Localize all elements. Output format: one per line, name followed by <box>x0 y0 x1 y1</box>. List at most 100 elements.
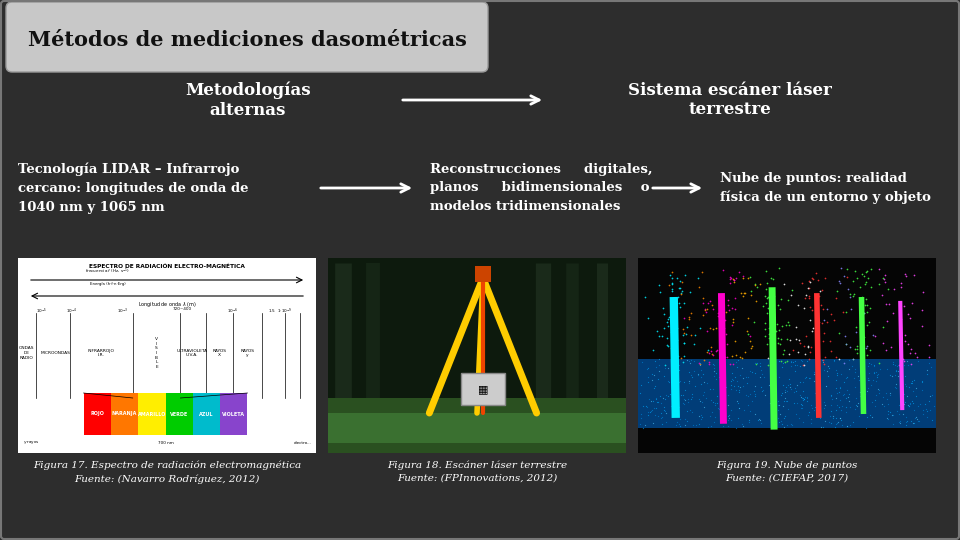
Point <box>833 264 849 273</box>
Point <box>902 400 918 408</box>
Point <box>812 383 828 392</box>
Point <box>878 346 894 355</box>
Point <box>675 357 690 366</box>
Point <box>922 353 937 362</box>
Point <box>803 401 818 410</box>
Point <box>675 391 690 400</box>
Point <box>767 321 782 330</box>
Point <box>854 332 870 340</box>
Point <box>790 348 805 356</box>
Point <box>765 290 780 299</box>
Point <box>644 376 660 384</box>
Point <box>838 394 853 403</box>
Point <box>865 375 880 384</box>
Point <box>783 291 799 299</box>
Point <box>864 413 879 421</box>
Point <box>791 336 806 345</box>
Bar <box>475 266 491 282</box>
Point <box>717 402 732 411</box>
Point <box>780 387 795 395</box>
Bar <box>328 413 626 443</box>
Point <box>795 394 810 402</box>
Point <box>761 329 777 338</box>
Point <box>747 392 762 400</box>
Point <box>849 401 864 409</box>
Point <box>663 279 679 287</box>
Point <box>651 361 666 369</box>
Bar <box>461 373 505 405</box>
Point <box>726 275 741 284</box>
Point <box>730 377 745 386</box>
Point <box>815 319 830 327</box>
Point <box>819 305 834 313</box>
Point <box>902 348 918 357</box>
Point <box>708 413 723 421</box>
Point <box>640 363 656 372</box>
Point <box>686 339 702 348</box>
Point <box>809 294 825 303</box>
Point <box>778 385 793 394</box>
Point <box>735 292 751 301</box>
Point <box>774 335 789 343</box>
Point <box>677 339 692 347</box>
Point <box>695 298 710 307</box>
Point <box>684 393 699 402</box>
Point <box>804 343 819 352</box>
Point <box>712 356 728 365</box>
Point <box>865 398 880 407</box>
Point <box>647 411 662 420</box>
Point <box>885 420 900 429</box>
Point <box>828 401 844 409</box>
Point <box>834 421 850 430</box>
Point <box>831 277 847 286</box>
Point <box>888 380 903 388</box>
Point <box>663 328 679 336</box>
Point <box>669 323 684 332</box>
Point <box>839 340 854 349</box>
Point <box>826 316 841 325</box>
Point <box>815 305 830 313</box>
Point <box>642 408 658 416</box>
Point <box>824 401 839 409</box>
Point <box>684 389 700 398</box>
Point <box>856 309 872 318</box>
Point <box>684 373 700 382</box>
Point <box>711 404 727 413</box>
Point <box>673 290 688 299</box>
Text: Reconstrucciones     digitales,
planos     bidimensionales    o
modelos tridimen: Reconstrucciones digitales, planos bidim… <box>430 163 653 213</box>
Point <box>919 407 934 416</box>
Point <box>812 287 828 295</box>
Point <box>776 414 791 422</box>
Point <box>769 327 784 336</box>
Point <box>796 378 811 387</box>
Point <box>708 323 723 332</box>
Point <box>867 361 882 370</box>
Point <box>838 403 853 411</box>
Text: NARANJA: NARANJA <box>112 411 137 416</box>
Point <box>894 315 909 323</box>
Point <box>659 391 674 400</box>
Point <box>771 264 786 273</box>
Point <box>890 372 905 380</box>
Point <box>813 301 828 309</box>
Point <box>774 416 789 425</box>
Point <box>790 361 805 369</box>
Point <box>692 360 708 369</box>
Point <box>694 267 709 276</box>
Point <box>637 420 653 429</box>
Point <box>693 373 708 381</box>
Point <box>657 406 672 414</box>
Point <box>779 396 794 405</box>
Point <box>660 315 676 323</box>
Point <box>810 275 826 284</box>
Point <box>861 368 876 377</box>
Point <box>649 327 664 335</box>
Point <box>805 275 821 284</box>
Point <box>695 294 710 303</box>
Point <box>702 348 717 357</box>
Point <box>904 379 920 388</box>
Point <box>770 334 785 342</box>
Point <box>658 409 673 417</box>
Bar <box>110 393 138 435</box>
Point <box>799 394 814 402</box>
